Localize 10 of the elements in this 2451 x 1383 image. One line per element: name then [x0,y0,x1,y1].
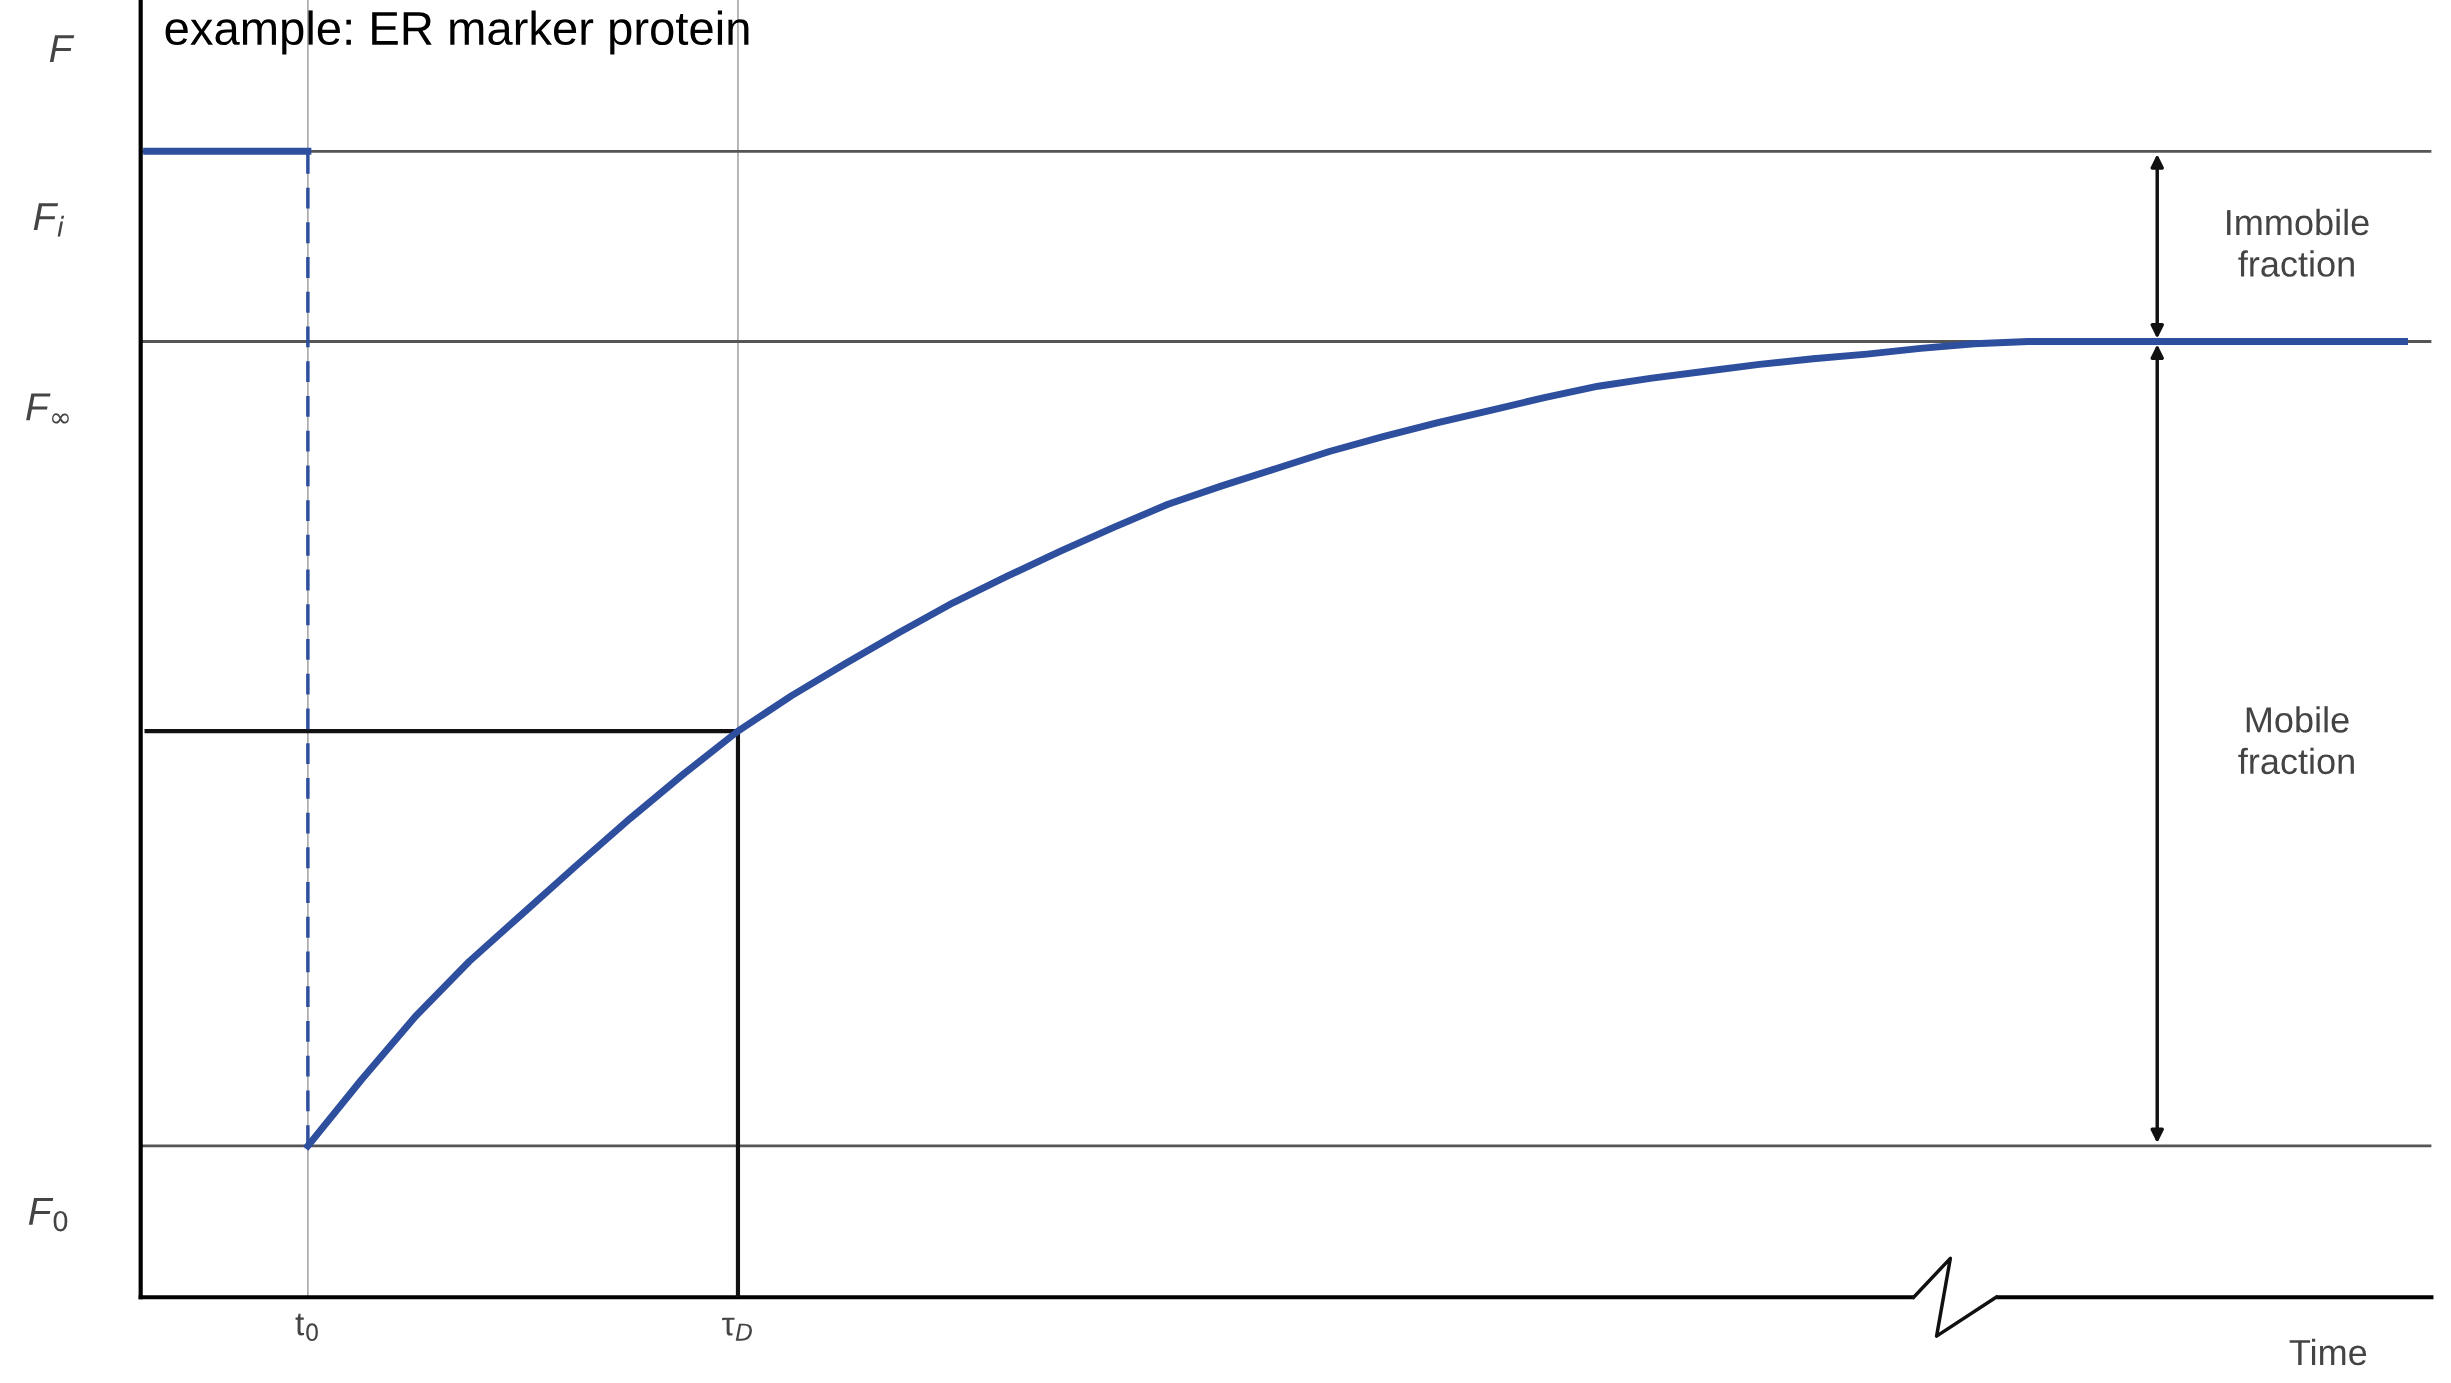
x-tick-label: τ$_{D}$ [722,1317,752,1341]
annotation: Immobile fraction [2227,208,2369,277]
annotation: Mobile fraction [2238,706,2354,775]
ref-line-label: F$_{i}$ [33,203,65,237]
chart-title: example: ER marker protein [165,10,749,55]
y-axis-title: F [49,35,75,62]
ref-line-label: F$_{∞}$ [26,393,69,424]
ref-line-label: F$_{0}$ [28,1197,68,1232]
x-tick-label: t$_{0}$ [295,1313,318,1341]
x-axis-title: Time [2289,1338,2367,1366]
